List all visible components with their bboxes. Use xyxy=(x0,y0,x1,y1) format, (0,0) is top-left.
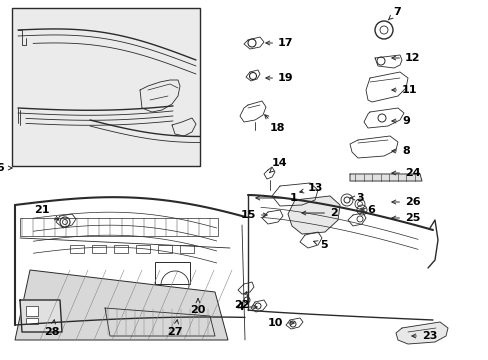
Bar xyxy=(92,245,106,253)
Text: 24: 24 xyxy=(391,168,420,178)
Text: 1: 1 xyxy=(255,193,297,203)
Polygon shape xyxy=(15,270,227,340)
Text: 21: 21 xyxy=(35,205,59,220)
Text: 8: 8 xyxy=(391,146,409,156)
Text: 27: 27 xyxy=(167,320,183,337)
Text: 3: 3 xyxy=(349,193,363,203)
Bar xyxy=(70,245,84,253)
Text: 25: 25 xyxy=(391,213,420,223)
Text: 6: 6 xyxy=(361,205,374,215)
Polygon shape xyxy=(395,322,447,344)
Text: 9: 9 xyxy=(391,116,409,126)
Bar xyxy=(114,245,128,253)
Polygon shape xyxy=(349,174,421,181)
Text: 11: 11 xyxy=(391,85,417,95)
Text: 22: 22 xyxy=(234,292,249,310)
Text: 10: 10 xyxy=(267,318,293,328)
Bar xyxy=(12,8,200,166)
Polygon shape xyxy=(287,196,339,234)
Text: 7: 7 xyxy=(387,7,400,20)
Text: 26: 26 xyxy=(391,197,420,207)
Bar xyxy=(155,262,190,284)
Bar xyxy=(180,245,194,253)
Text: 18: 18 xyxy=(264,115,285,133)
Bar xyxy=(158,245,172,253)
Text: 4: 4 xyxy=(236,302,257,312)
Bar xyxy=(136,245,150,253)
Text: 19: 19 xyxy=(265,73,293,83)
Bar xyxy=(26,306,38,316)
Text: 17: 17 xyxy=(265,38,293,48)
Polygon shape xyxy=(105,308,215,336)
Text: 12: 12 xyxy=(391,53,420,63)
Text: 14: 14 xyxy=(269,158,287,173)
Bar xyxy=(20,218,218,236)
Text: 2: 2 xyxy=(301,208,337,218)
Text: 5: 5 xyxy=(313,240,327,250)
Text: 28: 28 xyxy=(44,320,60,337)
Text: 13: 13 xyxy=(299,183,323,193)
Text: 16: 16 xyxy=(0,163,12,173)
Text: 20: 20 xyxy=(190,299,205,315)
Text: 23: 23 xyxy=(411,331,436,341)
Bar xyxy=(26,318,38,324)
Text: 15: 15 xyxy=(240,210,266,220)
Polygon shape xyxy=(20,300,62,332)
